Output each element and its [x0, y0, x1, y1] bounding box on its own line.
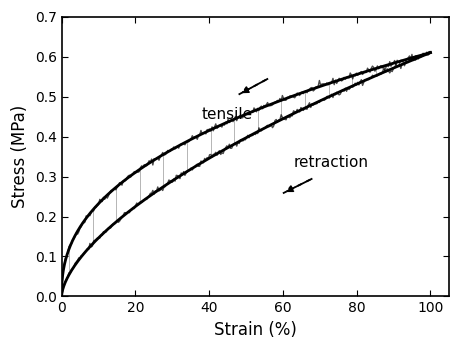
- X-axis label: Strain (%): Strain (%): [213, 321, 296, 339]
- Text: tensile: tensile: [202, 107, 252, 122]
- Y-axis label: Stress (MPa): Stress (MPa): [11, 105, 29, 208]
- Text: retraction: retraction: [293, 155, 368, 170]
